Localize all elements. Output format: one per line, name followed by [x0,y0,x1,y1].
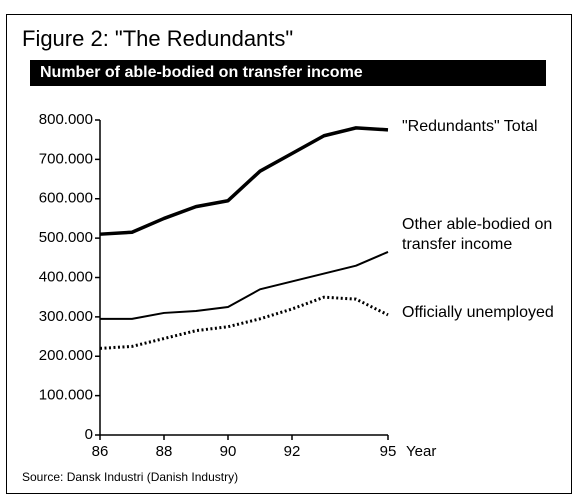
x-tick-label: 90 [220,443,237,460]
x-tick-label: 86 [92,443,109,460]
x-tick-label: 95 [380,443,397,460]
y-tick-label: 400.000 [39,268,93,285]
chart-subtitle: Number of able-bodied on transfer income [30,60,546,86]
y-tick-label: 800.000 [39,111,93,128]
series-label: "Redundants" Total [402,118,538,135]
chart-title: Figure 2: "The Redundants" [22,26,294,51]
series-label: Other able-bodied on transfer income [402,216,553,253]
y-tick-label: 300.000 [39,308,93,325]
series-line [99,295,389,350]
y-tick-label: 500.000 [39,229,93,246]
y-tick-label: 700.000 [39,150,93,167]
source-note: Source: Dansk Industri (Danish Industry) [22,470,239,484]
series-line [99,126,389,236]
series-line [100,250,389,320]
x-tick-label: 88 [156,443,173,460]
series-label: Officially unemployed [402,304,554,321]
x-axis-label: Year [406,443,436,460]
y-tick-label: 100.000 [39,387,93,404]
y-tick-label: 0 [85,426,93,443]
x-tick-label: 92 [284,443,301,460]
frame [6,14,572,494]
y-tick-label: 200.000 [39,347,93,364]
y-tick-label: 600.000 [39,190,93,207]
